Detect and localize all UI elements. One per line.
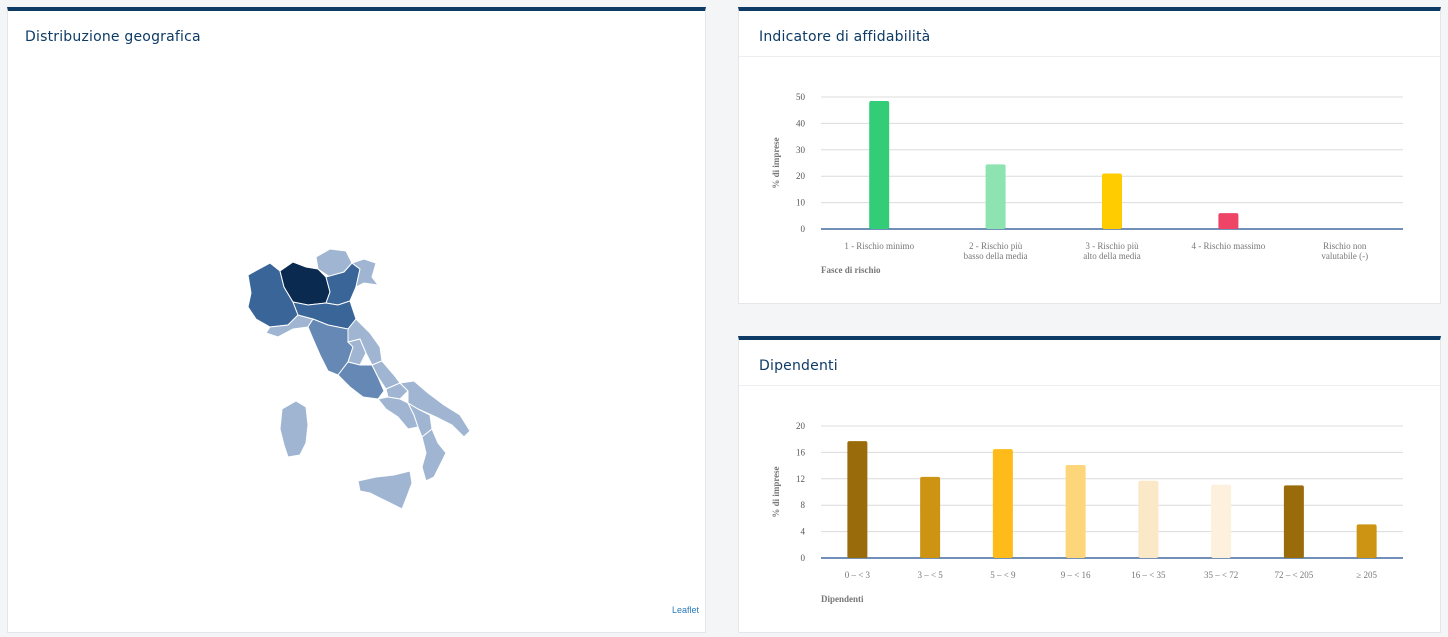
y-tick-label: 40 [796, 118, 806, 128]
bar[interactable] [847, 441, 868, 558]
x-tick-label: alto della media [1083, 251, 1140, 261]
y-tick-label: 8 [801, 500, 806, 510]
x-tick-label: basso della media [964, 251, 1028, 261]
region-calabria[interactable] [421, 428, 447, 482]
geo-card-title: Distribuzione geografica [25, 29, 201, 45]
x-axis-label: Fasce di rischio [821, 265, 881, 275]
x-tick-label: 3 – < 5 [917, 570, 943, 580]
bar[interactable] [1356, 524, 1377, 558]
region-veneto[interactable] [325, 262, 361, 306]
affidabilita-card: Indicatore di affidabilità 0 10 20 30 40 50 % … [738, 7, 1441, 304]
y-tick-label: 50 [796, 92, 806, 102]
bar[interactable] [1283, 485, 1304, 558]
region-sicilia[interactable] [357, 470, 413, 510]
affidabilita-card-title: Indicatore di affidabilità [759, 29, 931, 45]
x-tick-label: 16 – < 35 [1131, 570, 1166, 580]
dipendenti-card: Dipendenti 0 4 8 12 16 20 % di imprese 0 – < 3 3… [738, 336, 1441, 633]
y-tick-label: 20 [796, 171, 806, 181]
region-lazio[interactable] [337, 361, 385, 400]
x-tick-label: ≥ 205 [1356, 570, 1377, 580]
y-tick-label: 10 [796, 198, 806, 208]
bar[interactable] [985, 164, 1006, 229]
x-tick-label: 3 - Rischio più [1085, 241, 1139, 251]
y-axis-label: % di imprese [771, 466, 781, 517]
x-tick-label: 4 - Rischio massimo [1192, 241, 1266, 251]
region-friuli[interactable] [350, 258, 380, 288]
y-tick-label: 0 [801, 553, 806, 563]
italy-map[interactable] [8, 57, 707, 627]
bar[interactable] [1138, 480, 1159, 558]
x-tick-label: 2 - Rischio più [969, 241, 1023, 251]
geo-card-header: Distribuzione geografica [8, 11, 705, 57]
y-tick-label: 12 [796, 474, 805, 484]
x-tick-label: valutabile (-) [1321, 251, 1368, 261]
region-marche[interactable] [347, 318, 383, 366]
x-tick-label: 9 – < 16 [1061, 570, 1091, 580]
y-tick-label: 4 [801, 527, 806, 537]
bar[interactable] [1218, 213, 1239, 229]
bar[interactable] [1211, 484, 1232, 558]
bar[interactable] [920, 476, 941, 558]
affidabilita-card-header: Indicatore di affidabilità [739, 11, 1440, 57]
y-axis-label: % di imprese [771, 137, 781, 188]
dipendenti-card-title: Dipendenti [759, 358, 838, 374]
x-tick-label: 5 – < 9 [990, 570, 1016, 580]
x-tick-label: 1 - Rischio minimo [844, 241, 914, 251]
leaflet-attribution[interactable]: Leaflet [671, 605, 699, 615]
x-tick-label: 35 – < 72 [1204, 570, 1238, 580]
affidabilita-chart: 0 10 20 30 40 50 % di imprese 1 - Rischio minim… [771, 92, 1403, 275]
x-tick-label: Rischio non [1323, 241, 1367, 251]
geo-card: Distribuzione geografica [7, 7, 706, 633]
y-tick-label: 20 [796, 421, 806, 431]
dipendenti-card-header: Dipendenti [739, 340, 1440, 386]
x-axis-label: Dipendenti [821, 594, 864, 604]
bar[interactable] [1102, 173, 1122, 229]
y-tick-label: 30 [796, 145, 806, 155]
dipendenti-chart: 0 4 8 12 16 20 % di imprese 0 – < 3 3 – < 5 5 – <… [771, 421, 1403, 604]
region-sardegna[interactable] [279, 400, 309, 458]
bar[interactable] [1065, 464, 1086, 558]
y-tick-label: 16 [796, 447, 806, 457]
y-tick-label: 0 [801, 224, 806, 234]
region-molise[interactable] [385, 382, 409, 400]
bar[interactable] [992, 449, 1013, 558]
x-tick-label: 72 – < 205 [1274, 570, 1313, 580]
x-tick-label: 0 – < 3 [845, 570, 871, 580]
bar[interactable] [869, 100, 890, 230]
